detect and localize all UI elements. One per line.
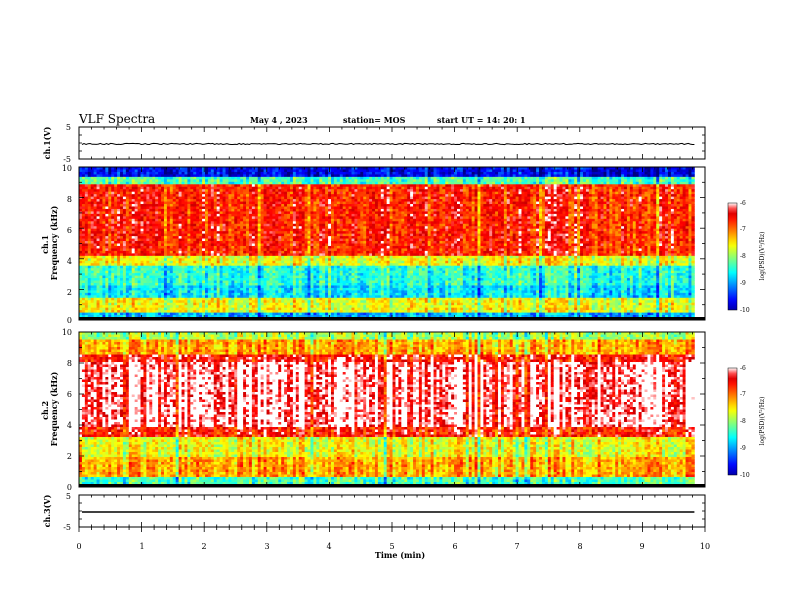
- vlf-spectra-figure: VLF Spectra May 4 , 2023 station= MOS st…: [0, 0, 792, 612]
- ch1-cb-tick-6: -6: [740, 200, 746, 207]
- xtick-10: 10: [700, 542, 710, 551]
- ch1-spectrogram-panel: 0 2 4 6 8 10 ch.1 Frequency (kHz): [40, 164, 705, 325]
- header-date: May 4 , 2023: [250, 115, 308, 125]
- ch1-waveform-ylabel: ch.1(V): [42, 126, 52, 159]
- ch2-ytick-10: 10: [62, 328, 72, 337]
- ch1-ytick-bottom: -5: [63, 155, 71, 164]
- ch1-ylabel-line2: Frequency (kHz): [49, 205, 59, 280]
- ch1-cb-tick-7: -7: [740, 226, 746, 233]
- ch1-ytick-8: 8: [67, 195, 72, 204]
- ch2-spectrogram-panel: 0 2 4 6 8 10 ch.2 Frequency (kHz): [40, 328, 705, 492]
- ch1-cb-tick-9: -9: [740, 280, 746, 287]
- ch1-ytick-top: 5: [66, 123, 71, 132]
- ch3-ytick-top: 5: [66, 492, 71, 501]
- ch2-ytick-8: 8: [67, 359, 72, 368]
- ch2-colorbar-bar: [728, 368, 737, 475]
- ch1-ytick-10: 10: [62, 164, 72, 173]
- ch1-ytick-0: 0: [67, 316, 72, 325]
- time-axis: 0 1 2 3 4 5 6 7 8 9 10 Time (min): [76, 542, 710, 560]
- ch1-ytick-4: 4: [67, 257, 72, 266]
- ch1-cb-tick-10: -10: [740, 307, 750, 314]
- xtick-1: 1: [139, 542, 144, 551]
- header-station: station= MOS: [343, 115, 406, 125]
- xtick-4: 4: [326, 542, 331, 551]
- xtick-6: 6: [452, 542, 457, 551]
- ch2-cb-tick-9: -9: [740, 445, 746, 452]
- ch2-ytick-0: 0: [67, 483, 72, 492]
- ch1-spectrogram-ylabel: ch.1 Frequency (kHz): [40, 205, 59, 280]
- ch2-ytick-4: 4: [67, 421, 72, 430]
- ch3-waveform-ylabel: ch.3(V): [42, 494, 52, 527]
- ch2-colorbar: -6 -7 -8 -9 -10 log(PSD)(V²/Hz): [728, 365, 766, 479]
- ch2-cb-tick-6: -6: [740, 365, 746, 372]
- xtick-7: 7: [514, 542, 519, 551]
- ch1-spectrogram-image: [79, 167, 705, 320]
- ch1-colorbar-bar: [728, 203, 737, 310]
- xtick-0: 0: [76, 542, 81, 551]
- xtick-3: 3: [264, 542, 269, 551]
- time-axis-label: Time (min): [375, 550, 425, 560]
- ch1-colorbar-label: log(PSD)(V²/Hz): [759, 232, 766, 281]
- ch1-ytick-6: 6: [67, 226, 72, 235]
- xtick-2: 2: [201, 542, 206, 551]
- ch2-cb-tick-7: -7: [740, 391, 746, 398]
- ch2-ytick-2: 2: [67, 452, 72, 461]
- ch2-cb-tick-8: -8: [740, 418, 746, 425]
- header-start-ut: start UT = 14: 20: 1: [437, 115, 526, 125]
- ch2-ytick-6: 6: [67, 390, 72, 399]
- ch2-cb-tick-10: -10: [740, 472, 750, 479]
- xtick-9: 9: [639, 542, 644, 551]
- ch2-ylabel-line2: Frequency (kHz): [49, 371, 59, 446]
- ch3-ytick-bottom: -5: [63, 523, 71, 532]
- ch2-spectrogram-ylabel: ch.2 Frequency (kHz): [40, 371, 59, 446]
- ch1-cb-tick-8: -8: [740, 253, 746, 260]
- figure-title: VLF Spectra: [78, 112, 155, 126]
- ch1-waveform-line: [82, 143, 694, 144]
- ch2-colorbar-label: log(PSD)(V²/Hz): [759, 397, 766, 446]
- ch1-ytick-2: 2: [67, 288, 72, 297]
- ch2-spectrogram-image: [79, 332, 705, 487]
- ch1-colorbar: -6 -7 -8 -9 -10 log(PSD)(V²/Hz): [728, 200, 766, 314]
- xtick-8: 8: [577, 542, 582, 551]
